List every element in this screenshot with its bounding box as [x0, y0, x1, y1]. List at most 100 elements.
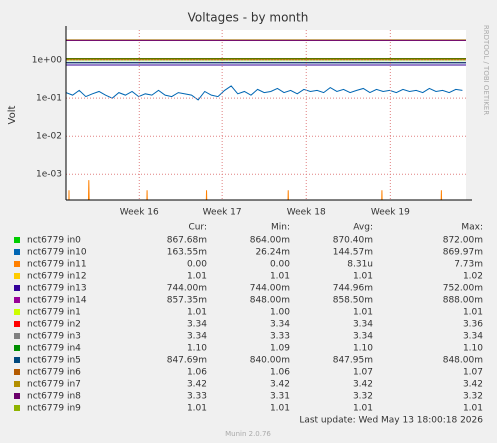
- legend-swatch: [14, 405, 20, 411]
- stat-value: 3.33: [270, 332, 290, 342]
- legend-label: nct6779 in12: [27, 272, 87, 282]
- stat-value: 869.97m: [443, 248, 483, 258]
- stat-value: 1.10: [187, 344, 207, 354]
- legend-label: nct6779 in8: [27, 392, 81, 402]
- x-tick-label: Week 17: [203, 208, 242, 218]
- stat-value: 3.31: [270, 392, 290, 402]
- legend-swatch: [14, 333, 20, 339]
- stat-value: 144.57m: [333, 248, 373, 258]
- legend-swatch: [14, 321, 20, 327]
- stat-value: 1.01: [353, 404, 373, 414]
- stat-value: 1.01: [463, 404, 483, 414]
- stat-value: 872.00m: [443, 236, 483, 246]
- stat-value: 847.95m: [333, 356, 373, 366]
- legend-swatch: [14, 309, 20, 315]
- stat-value: 857.35m: [167, 296, 207, 306]
- stat-value: 3.36: [463, 320, 483, 330]
- series-lines: [66, 39, 466, 200]
- stat-value: 0.00: [270, 260, 290, 270]
- stat-value: 3.34: [187, 332, 207, 342]
- legend-label: nct6779 in0: [27, 236, 81, 246]
- legend-label: nct6779 in9: [27, 404, 81, 414]
- y-tick-label: 1e-03: [36, 170, 62, 180]
- last-update: Last update: Wed May 13 18:00:18 2026: [299, 416, 483, 426]
- side-text: RRDTOOL / TOBI OETIKER: [482, 25, 490, 115]
- series-line: [68, 180, 443, 200]
- stat-value: 848.00m: [443, 356, 483, 366]
- stat-value: 1.06: [270, 368, 290, 378]
- stat-value: 1.01: [187, 272, 207, 282]
- stat-value: 840.00m: [250, 356, 290, 366]
- stat-value: 864.00m: [250, 236, 290, 246]
- chart-title: Voltages - by month: [188, 11, 309, 25]
- x-tick-label: Week 18: [287, 208, 326, 218]
- legend-label: nct6779 in3: [27, 332, 81, 342]
- x-tick-label: Week 19: [371, 208, 410, 218]
- stat-value: 3.32: [353, 392, 373, 402]
- stat-header: Avg:: [353, 223, 373, 233]
- stat-value: 1.10: [463, 344, 483, 354]
- legend-swatch: [14, 273, 20, 279]
- stat-value: 1.01: [353, 308, 373, 318]
- stat-value: 3.32: [463, 392, 483, 402]
- legend-swatch: [14, 297, 20, 303]
- legend-swatch: [14, 393, 20, 399]
- stat-value: 1.06: [187, 368, 207, 378]
- legend-label: nct6779 in11: [27, 260, 87, 270]
- y-tick-label: 1e-02: [36, 132, 62, 142]
- stat-value: 3.34: [353, 332, 373, 342]
- legend-swatch: [14, 357, 20, 363]
- x-tick-label: Week 16: [120, 208, 159, 218]
- legend-swatch: [14, 261, 20, 267]
- stat-value: 1.01: [270, 404, 290, 414]
- stat-value: 744.00m: [167, 284, 207, 294]
- stat-value: 867.68m: [167, 236, 207, 246]
- y-axis-label: Volt: [7, 105, 18, 124]
- legend-label: nct6779 in4: [27, 344, 81, 354]
- stat-value: 847.69m: [167, 356, 207, 366]
- legend-swatch: [14, 369, 20, 375]
- stat-value: 848.00m: [250, 296, 290, 306]
- stat-value: 752.00m: [443, 284, 483, 294]
- stat-value: 1.01: [187, 404, 207, 414]
- stat-value: 1.09: [270, 344, 290, 354]
- stat-value: 8.31u: [347, 260, 373, 270]
- stat-value: 3.34: [187, 320, 207, 330]
- stat-value: 3.33: [187, 392, 207, 402]
- stat-value: 3.42: [463, 380, 483, 390]
- stat-value: 3.34: [270, 320, 290, 330]
- y-tick-label: 1e+00: [32, 56, 63, 66]
- stat-value: 3.42: [187, 380, 207, 390]
- stat-value: 1.10: [353, 344, 373, 354]
- legend-label: nct6779 in6: [27, 368, 81, 378]
- stat-value: 858.50m: [333, 296, 373, 306]
- stat-header: Cur:: [188, 223, 207, 233]
- stat-value: 3.42: [353, 380, 373, 390]
- stat-value: 1.00: [270, 308, 290, 318]
- stat-value: 1.07: [353, 368, 373, 378]
- y-tick-label: 1e-01: [36, 94, 62, 104]
- series-line: [66, 85, 463, 101]
- legend-swatch: [14, 381, 20, 387]
- stat-value: 1.02: [463, 272, 483, 282]
- stat-value: 1.01: [353, 272, 373, 282]
- stat-value: 3.42: [270, 380, 290, 390]
- stat-value: 870.40m: [333, 236, 373, 246]
- stat-value: 888.00m: [443, 296, 483, 306]
- stat-value: 1.01: [187, 308, 207, 318]
- legend-label: nct6779 in10: [27, 248, 87, 258]
- stat-value: 1.01: [270, 272, 290, 282]
- stat-value: 26.24m: [255, 248, 290, 258]
- legend-swatch: [14, 345, 20, 351]
- stat-value: 3.34: [463, 332, 483, 342]
- legend-label: nct6779 in7: [27, 380, 81, 390]
- footer: Munin 2.0.76: [225, 430, 271, 438]
- legend-swatch: [14, 249, 20, 255]
- legend-swatch: [14, 285, 20, 291]
- legend-label: nct6779 in1: [27, 308, 81, 318]
- legend-label: nct6779 in5: [27, 356, 81, 366]
- stat-value: 1.01: [463, 308, 483, 318]
- legend-label: nct6779 in2: [27, 320, 81, 330]
